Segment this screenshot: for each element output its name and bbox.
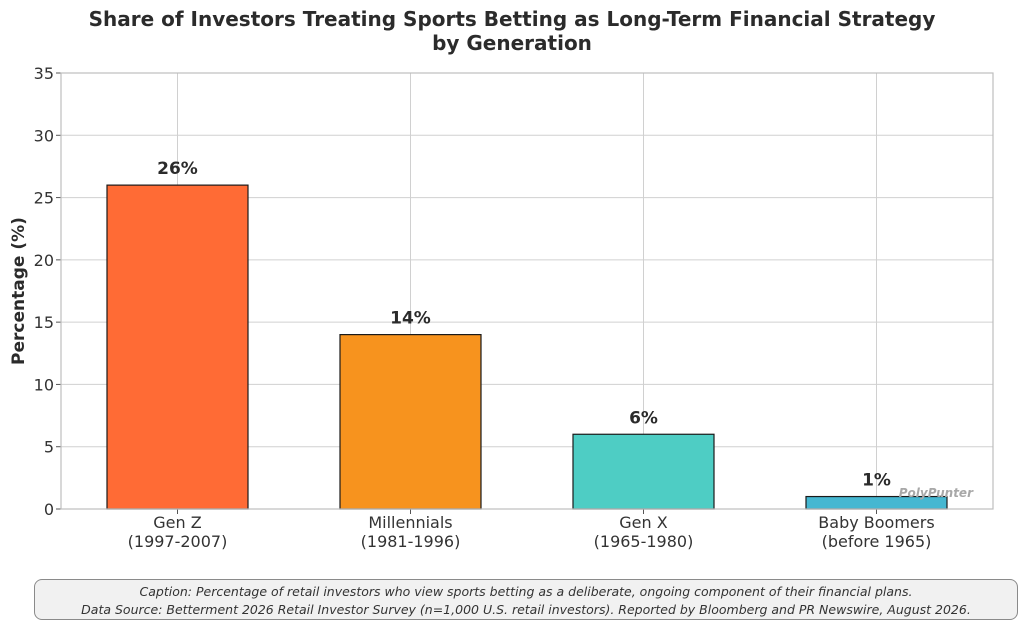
y-tick-label: 20 [34, 251, 54, 270]
caption-line-2: Data Source: Betterment 2026 Retail Inve… [81, 602, 971, 617]
x-tick-label-name: Gen X [619, 513, 667, 532]
bar [572, 433, 715, 510]
bar-data-label: 6% [629, 408, 658, 428]
x-tick-label-years: (1997-2007) [128, 532, 228, 551]
bar [339, 334, 482, 510]
x-tick-label-years: (1981-1996) [361, 532, 461, 551]
x-tick-label-name: Gen Z [153, 513, 201, 532]
y-tick-label: 5 [44, 438, 54, 457]
x-tick-label-name: Millennials [368, 513, 452, 532]
x-tick-label-years: (before 1965) [822, 532, 932, 551]
watermark: PolyPunter [899, 486, 974, 500]
x-tick-label-years: (1965-1980) [594, 532, 694, 551]
x-tick-label-name: Baby Boomers [818, 513, 934, 532]
plot-frame [60, 72, 994, 510]
bar-data-label: 14% [390, 309, 431, 329]
chart-title-line-2: by Generation [432, 31, 592, 55]
bar-chart: 0 5 10 15 20 25 30 35 26% Gen Z(1997-2007) 14% Mill… [9, 64, 994, 551]
bar-data-label: 1% [862, 471, 891, 491]
bar-data-label: 26% [157, 159, 198, 179]
caption-line-1: Caption: Percentage of retail investors … [139, 584, 913, 599]
y-tick-label: 25 [34, 189, 54, 208]
y-tick-label: 15 [34, 313, 54, 332]
y-tick-label: 35 [34, 64, 54, 83]
y-tick-label: 30 [34, 126, 54, 145]
y-tick-label: 10 [34, 375, 54, 394]
caption-box: Caption: Percentage of retail investors … [34, 579, 1018, 620]
bar [106, 184, 249, 510]
chart-title: Share of Investors Treating Sports Betti… [0, 7, 1024, 55]
y-tick-label: 0 [44, 500, 54, 519]
chart-title-line-1: Share of Investors Treating Sports Betti… [88, 7, 936, 31]
y-axis-label: Percentage (%) [9, 217, 29, 365]
